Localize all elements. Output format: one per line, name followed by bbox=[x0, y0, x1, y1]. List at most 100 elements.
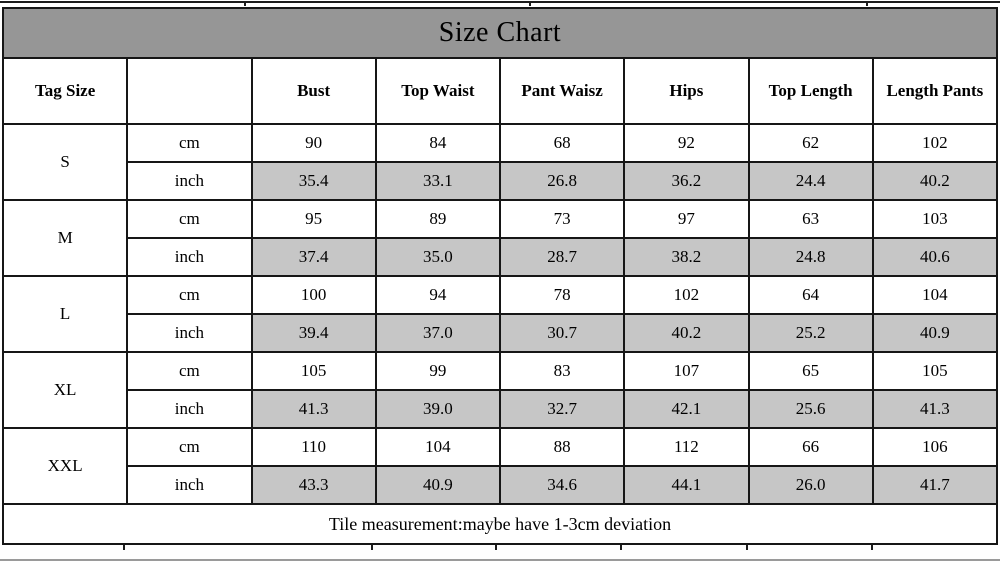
inch-value: 25.2 bbox=[747, 313, 874, 353]
cm-value: 65 bbox=[747, 351, 874, 391]
cm-value: 90 bbox=[250, 123, 377, 163]
unit-label-cm: cm bbox=[126, 199, 253, 239]
inch-value: 41.7 bbox=[871, 465, 999, 505]
cm-value: 84 bbox=[374, 123, 502, 163]
unit-label-cm: cm bbox=[126, 351, 253, 391]
cm-value: 105 bbox=[871, 351, 999, 391]
size-cell-xl: XL bbox=[1, 351, 129, 429]
cm-value: 107 bbox=[623, 351, 750, 391]
size-cell-s: S bbox=[1, 123, 129, 201]
crop-top-tick bbox=[866, 1, 868, 6]
cropped-row-below bbox=[0, 545, 1000, 561]
unit-label-cm: cm bbox=[126, 275, 253, 315]
footer-row: Tile measurement:maybe have 1-3cm deviat… bbox=[2, 503, 998, 545]
crop-bottom-tick bbox=[371, 545, 373, 550]
row-s-inch: inch 35.4 33.1 26.8 36.2 24.4 40.2 bbox=[3, 161, 999, 201]
row-s-cm: S cm 90 84 68 92 62 102 bbox=[1, 123, 999, 201]
col-header-top-waist: Top Waist bbox=[374, 57, 502, 125]
inch-value: 42.1 bbox=[623, 389, 750, 429]
inch-value: 39.0 bbox=[374, 389, 502, 429]
cm-value: 104 bbox=[871, 275, 999, 315]
crop-top-line bbox=[0, 1, 1000, 3]
cm-value: 95 bbox=[250, 199, 377, 239]
col-header-unit bbox=[126, 57, 253, 125]
cm-value: 83 bbox=[498, 351, 626, 391]
cm-value: 100 bbox=[250, 275, 377, 315]
inch-value: 24.4 bbox=[747, 161, 874, 201]
inch-value: 32.7 bbox=[498, 389, 626, 429]
inch-value: 40.6 bbox=[871, 237, 999, 277]
cm-value: 102 bbox=[871, 123, 999, 163]
unit-label-cm: cm bbox=[126, 123, 253, 163]
cm-value: 68 bbox=[498, 123, 626, 163]
cm-value: 106 bbox=[871, 427, 999, 467]
size-chart-table: Size Chart Tag Size Bust Top Waist Pant … bbox=[1, 7, 999, 545]
cm-value: 103 bbox=[871, 199, 999, 239]
inch-value: 44.1 bbox=[623, 465, 750, 505]
inch-value: 35.0 bbox=[374, 237, 502, 277]
row-l-inch: inch 39.4 37.0 30.7 40.2 25.2 40.9 bbox=[3, 313, 999, 353]
crop-bottom-tick bbox=[123, 545, 125, 550]
col-header-bust: Bust bbox=[250, 57, 377, 125]
inch-value: 28.7 bbox=[498, 237, 626, 277]
inch-value: 25.6 bbox=[747, 389, 874, 429]
col-header-hips: Hips bbox=[623, 57, 750, 125]
row-xl-inch: inch 41.3 39.0 32.7 42.1 25.6 41.3 bbox=[3, 389, 999, 429]
size-cell-m: M bbox=[1, 199, 129, 277]
cm-value: 105 bbox=[250, 351, 377, 391]
cm-value: 73 bbox=[498, 199, 626, 239]
size-cell-l: L bbox=[1, 275, 129, 353]
row-xxl-cm: XXL cm 110 104 88 112 66 106 bbox=[1, 427, 999, 505]
inch-value: 34.6 bbox=[498, 465, 626, 505]
title-row: Size Chart bbox=[2, 7, 998, 59]
row-m-cm: M cm 95 89 73 97 63 103 bbox=[1, 199, 999, 277]
crop-bottom-tick bbox=[746, 545, 748, 550]
unit-label-inch: inch bbox=[126, 237, 253, 277]
header-row: Tag Size Bust Top Waist Pant Waisz Hips … bbox=[1, 57, 999, 125]
inch-value: 37.0 bbox=[374, 313, 502, 353]
crop-top-tick bbox=[529, 1, 531, 6]
inch-value: 35.4 bbox=[250, 161, 377, 201]
inch-value: 26.0 bbox=[747, 465, 874, 505]
cm-value: 92 bbox=[623, 123, 750, 163]
size-cell-xxl: XXL bbox=[1, 427, 129, 505]
cm-value: 78 bbox=[498, 275, 626, 315]
unit-label-inch: inch bbox=[126, 389, 253, 429]
unit-label-inch: inch bbox=[126, 313, 253, 353]
inch-value: 30.7 bbox=[498, 313, 626, 353]
cm-value: 97 bbox=[623, 199, 750, 239]
inch-value: 37.4 bbox=[250, 237, 377, 277]
row-xl-cm: XL cm 105 99 83 107 65 105 bbox=[1, 351, 999, 429]
row-xxl-inch: inch 43.3 40.9 34.6 44.1 26.0 41.7 bbox=[3, 465, 999, 505]
cm-value: 62 bbox=[747, 123, 874, 163]
crop-top-tick bbox=[244, 1, 246, 6]
inch-value: 36.2 bbox=[623, 161, 750, 201]
row-l-cm: L cm 100 94 78 102 64 104 bbox=[1, 275, 999, 353]
inch-value: 41.3 bbox=[871, 389, 999, 429]
inch-value: 40.9 bbox=[374, 465, 502, 505]
unit-label-inch: inch bbox=[126, 465, 253, 505]
row-m-inch: inch 37.4 35.0 28.7 38.2 24.8 40.6 bbox=[3, 237, 999, 277]
inch-value: 40.9 bbox=[871, 313, 999, 353]
cm-value: 89 bbox=[374, 199, 502, 239]
crop-bottom-line bbox=[0, 559, 1000, 561]
crop-bottom-tick bbox=[871, 545, 873, 550]
col-header-top-length: Top Length bbox=[747, 57, 874, 125]
inch-value: 40.2 bbox=[871, 161, 999, 201]
cm-value: 63 bbox=[747, 199, 874, 239]
unit-label-cm: cm bbox=[126, 427, 253, 467]
cm-value: 110 bbox=[250, 427, 377, 467]
cm-value: 99 bbox=[374, 351, 502, 391]
cm-value: 64 bbox=[747, 275, 874, 315]
inch-value: 40.2 bbox=[623, 313, 750, 353]
inch-value: 39.4 bbox=[250, 313, 377, 353]
col-header-length-pants: Length Pants bbox=[871, 57, 999, 125]
cm-value: 112 bbox=[623, 427, 750, 467]
inch-value: 38.2 bbox=[623, 237, 750, 277]
inch-value: 41.3 bbox=[250, 389, 377, 429]
col-header-tag-size: Tag Size bbox=[1, 57, 129, 125]
chart-title: Size Chart bbox=[2, 7, 998, 59]
col-header-pant-waist: Pant Waisz bbox=[498, 57, 626, 125]
crop-bottom-tick bbox=[620, 545, 622, 550]
inch-value: 33.1 bbox=[374, 161, 502, 201]
